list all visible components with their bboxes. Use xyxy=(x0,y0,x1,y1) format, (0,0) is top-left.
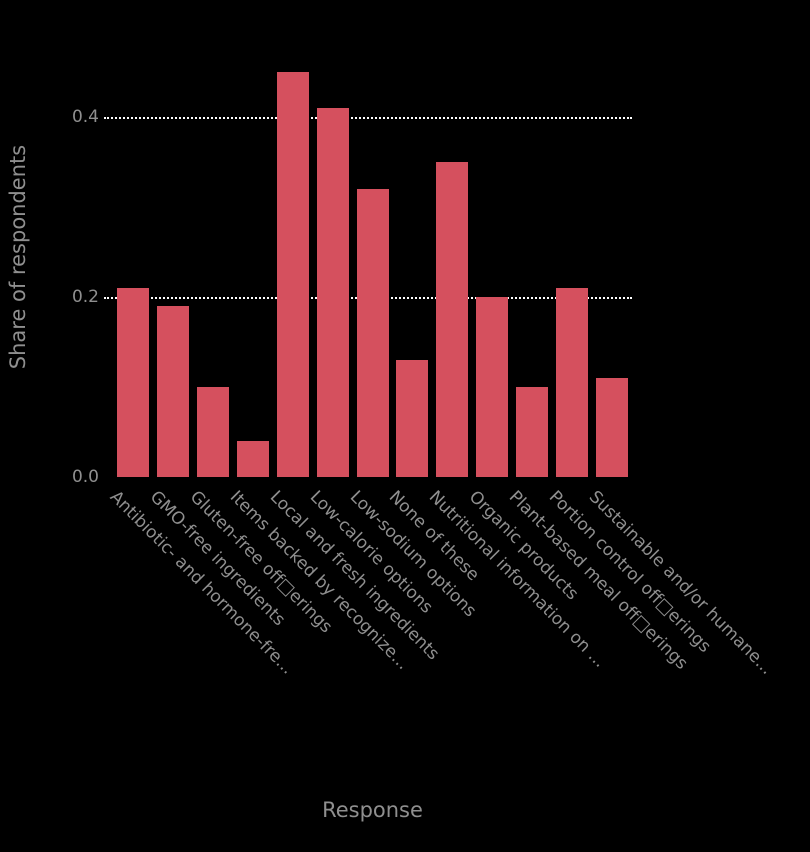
bar xyxy=(236,441,269,477)
bar xyxy=(476,297,509,477)
bar xyxy=(116,288,149,477)
bar xyxy=(316,108,349,477)
bar xyxy=(196,387,229,477)
y-axis-title: Share of respondents xyxy=(6,144,30,370)
y-tick-label: 0.4 xyxy=(71,107,99,127)
bar xyxy=(156,306,189,477)
bar xyxy=(516,387,549,477)
bar xyxy=(556,288,589,477)
y-tick-label: 0.2 xyxy=(71,287,99,307)
bar xyxy=(356,189,389,477)
bar xyxy=(596,378,629,477)
bar xyxy=(436,162,469,477)
x-axis-title: Response xyxy=(322,798,423,822)
bar xyxy=(396,360,429,477)
y-tick-label: 0.0 xyxy=(71,467,99,487)
bar xyxy=(276,72,309,477)
gridline-0.4 xyxy=(104,117,632,119)
